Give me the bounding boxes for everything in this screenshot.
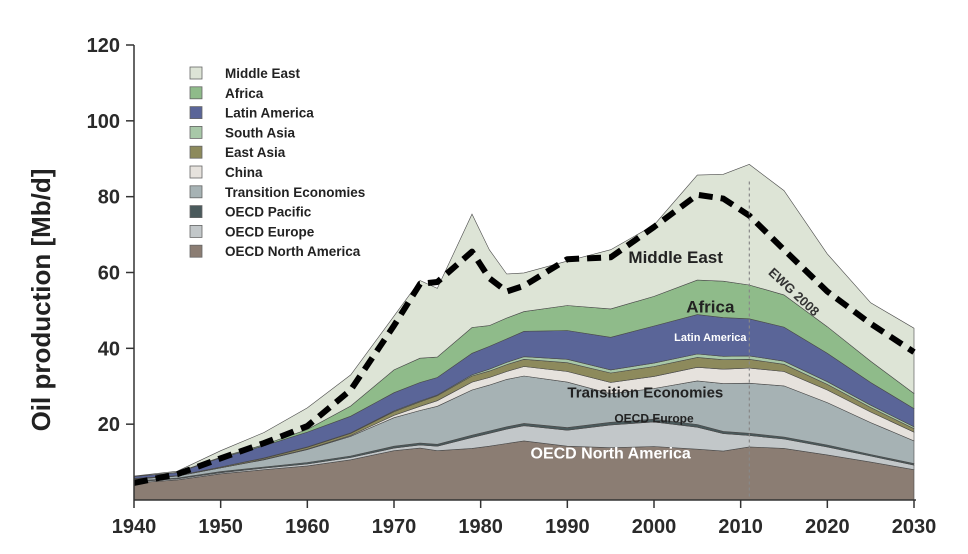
y-axis-label: Oil production [Mb/d] <box>26 169 56 432</box>
legend-swatch-china <box>189 165 203 179</box>
legend-swatch-latin-america <box>189 106 203 119</box>
y-tick-label: 40 <box>98 338 120 360</box>
legend-label-middle-east: Middle East <box>225 66 301 81</box>
y-tick-label: 60 <box>98 263 120 285</box>
legend-label-oecd-pacific: OECD Pacific <box>225 205 312 220</box>
legend-swatch-oecd-pacific <box>189 205 203 219</box>
label-latin-america: Latin America <box>674 332 747 344</box>
x-tick-label: 2010 <box>718 516 763 538</box>
axes: 1940 1950 1960 1970 1980 1990 2000 2010 2020 2030… <box>87 35 937 538</box>
x-tick-label: 1980 <box>458 516 503 538</box>
x-tick-label: 2030 <box>892 516 937 538</box>
y-tick-label: 80 <box>98 187 120 209</box>
x-tick-label: 1960 <box>285 516 330 538</box>
x-tick-label: 2000 <box>632 516 677 538</box>
legend-swatch-africa <box>189 86 203 100</box>
legend-label-east-asia: East Asia <box>225 145 286 160</box>
y-tick-label: 120 <box>87 35 120 57</box>
legend-swatch-east-asia <box>189 145 203 159</box>
label-africa: Africa <box>686 297 735 316</box>
label-middle-east: Middle East <box>628 248 723 267</box>
legend-label-transition-economies: Transition Economies <box>225 185 365 200</box>
legend-label-oecd-europe: OECD Europe <box>225 224 315 239</box>
legend-label-latin-america: Latin America <box>225 106 314 121</box>
legend-swatch-transition-economies <box>189 185 203 199</box>
legend-swatch-oecd-europe <box>189 224 203 238</box>
y-tick-label: 100 <box>87 111 120 133</box>
legend-swatch-oecd-north-america <box>189 244 203 258</box>
x-tick-label: 1950 <box>198 516 243 538</box>
reference-line-group <box>133 191 916 486</box>
label-oecd-north-america: OECD North America <box>531 445 691 462</box>
x-tick-label: 1940 <box>112 516 157 538</box>
label-transition-economies: Transition Economies <box>567 385 723 402</box>
x-tick-label: 2020 <box>805 516 850 538</box>
legend-swatch-middle-east <box>189 66 203 80</box>
stacked-areas <box>133 164 915 501</box>
legend: Middle East Africa Latin America South Asia… <box>189 66 365 259</box>
legend-label-south-asia: South Asia <box>225 125 295 140</box>
legend-label-oecd-north-america: OECD North America <box>225 244 361 259</box>
y-tick-label: 20 <box>98 414 120 436</box>
label-oecd-europe: OECD Europe <box>614 411 694 425</box>
x-tick-label: 1990 <box>545 516 590 538</box>
area-middle-east <box>133 164 915 477</box>
ewg-2008-line <box>133 191 916 486</box>
legend-label-africa: Africa <box>225 86 264 101</box>
legend-swatch-south-asia <box>189 126 203 139</box>
legend-label-china: China <box>225 165 263 180</box>
x-tick-label: 1970 <box>372 516 417 538</box>
